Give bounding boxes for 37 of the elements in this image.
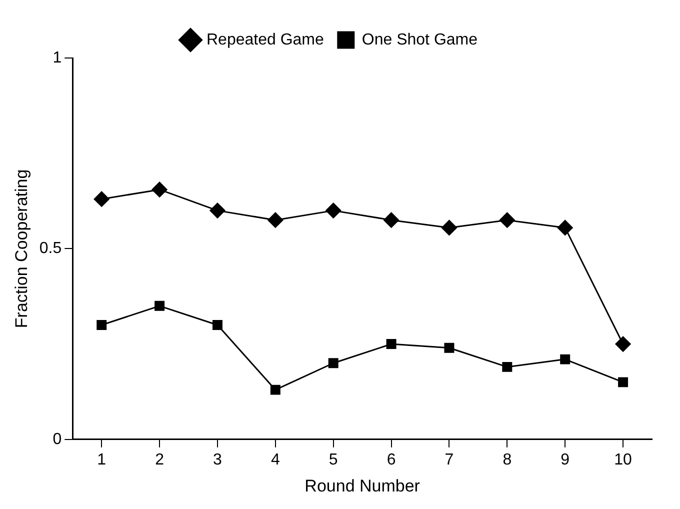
y-axis-title: Fraction Cooperating: [12, 169, 31, 328]
x-tick-label: 10: [614, 451, 632, 468]
x-tick-label: 3: [213, 451, 222, 468]
point: [384, 212, 400, 228]
point: [326, 202, 342, 218]
point: [212, 320, 222, 330]
x-tick-label: 7: [444, 451, 454, 468]
y-tick-label: 1: [52, 49, 62, 66]
point: [94, 191, 110, 207]
point: [270, 384, 280, 395]
point: [328, 358, 338, 368]
point: [268, 212, 284, 228]
x-axis-title: Round Number: [304, 476, 420, 496]
point: [560, 354, 570, 364]
point: [557, 220, 573, 236]
x-tick-label: 9: [560, 451, 570, 468]
y-tick-label: 0: [52, 430, 62, 448]
x-tick-label: 4: [270, 451, 280, 468]
point: [441, 220, 457, 236]
point: [499, 212, 515, 228]
point: [96, 320, 107, 330]
point: [210, 202, 226, 218]
point: [615, 336, 631, 352]
point: [502, 362, 512, 372]
x-tick-label: 8: [502, 451, 512, 468]
y-tick-label: 0.5: [39, 240, 62, 258]
point: [154, 300, 165, 311]
x-tick-label: 5: [328, 451, 338, 468]
legend-label: Repeated Game: [206, 31, 324, 48]
x-tick-label: 1: [97, 451, 106, 468]
point: [618, 377, 628, 388]
x-tick-label: 6: [386, 451, 396, 468]
point: [152, 182, 168, 198]
point: [386, 339, 396, 350]
legend-label: One Shot Game: [362, 31, 478, 48]
point: [444, 342, 454, 353]
x-tick-label: 2: [155, 451, 164, 468]
